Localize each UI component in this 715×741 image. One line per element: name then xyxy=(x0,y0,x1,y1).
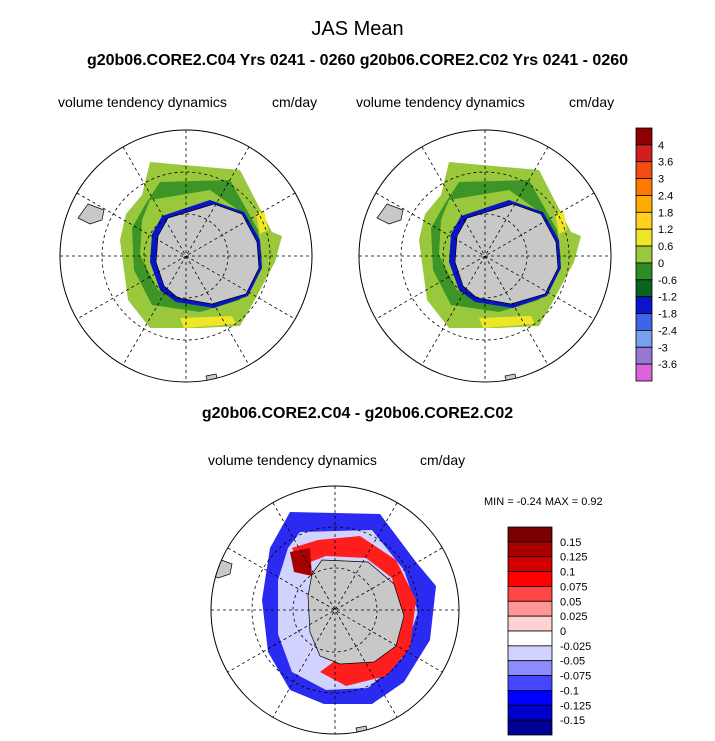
colorbar-tick-label: 0.6 xyxy=(658,241,673,253)
colorbar-tick-label: -0.05 xyxy=(560,656,585,668)
colorbar-box xyxy=(635,313,653,331)
right-map-boundary xyxy=(358,129,612,383)
colorbar-box xyxy=(635,329,653,348)
diff-panel-variable-label: volume tendency dynamics xyxy=(208,452,377,468)
difference-polar-map xyxy=(211,512,436,734)
colorbar-box xyxy=(635,296,653,314)
colorbar-tick-label: 0.1 xyxy=(560,567,575,579)
colorbar-box xyxy=(635,346,653,365)
colorbar-tick-label: -0.025 xyxy=(560,641,591,653)
top-colorbar: 4 3.6 3 2.4 1.8 1.2 0.6 0 -0.6 -1.2 -1.8 -2.4 -3 -3.6 xyxy=(635,127,677,382)
colorbar-box xyxy=(507,526,553,543)
colorbar-box xyxy=(507,600,553,617)
colorbar-box xyxy=(635,161,653,180)
colorbar-tick-label: 0.075 xyxy=(560,581,588,593)
right-map-grid xyxy=(359,130,611,382)
colorbar-tick-label: 1.2 xyxy=(658,224,673,236)
antarctica xyxy=(454,203,559,305)
colorbar-box xyxy=(507,704,553,721)
left-map-boundary xyxy=(59,129,313,383)
colorbar-tick-label: 0.15 xyxy=(560,537,581,549)
colorbar-box xyxy=(507,690,553,706)
colorbar-box xyxy=(507,571,553,587)
right-panel-units-label: cm/day xyxy=(569,94,615,110)
colorbar-tick-label: -2.4 xyxy=(658,325,677,337)
antarctica xyxy=(307,559,405,665)
colorbar-tick-label: -3 xyxy=(658,342,668,354)
colorbar-box xyxy=(507,586,553,602)
colorbar-box xyxy=(507,541,553,558)
colorbar-box xyxy=(635,195,653,213)
colorbar-box xyxy=(635,127,653,146)
colorbar-box xyxy=(635,144,653,163)
difference-colorbar: 0.15 0.125 0.1 0.075 0.05 0.025 0 -0.025 -0.05 -0… xyxy=(507,526,591,736)
south-america xyxy=(211,557,233,579)
colorbar-tick-label: -3.6 xyxy=(658,359,677,371)
south-america xyxy=(376,203,404,225)
left-polar-map xyxy=(77,162,282,382)
colorbar-box xyxy=(507,719,553,736)
colorbar-tick-label: -0.6 xyxy=(658,275,677,287)
diff-panel-units-label: cm/day xyxy=(420,452,466,468)
colorbar-box xyxy=(507,615,553,632)
figure-subtitle: g20b06.CORE2.C04 Yrs 0241 - 0260 g20b06.… xyxy=(86,52,629,69)
south-america xyxy=(77,203,105,225)
colorbar-tick-label: 0.125 xyxy=(560,552,588,564)
colorbar-tick-label: -1.2 xyxy=(658,292,677,304)
colorbar-tick-label: -1.8 xyxy=(658,309,677,321)
left-panel-units-label: cm/day xyxy=(272,94,318,110)
difference-map-boundary xyxy=(210,485,460,735)
colorbar-tick-label: -0.075 xyxy=(560,671,591,683)
diff-dark-red-spot xyxy=(290,548,312,576)
colorbar-tick-label: -0.125 xyxy=(560,700,591,712)
antarctica xyxy=(155,203,260,305)
colorbar-box xyxy=(507,645,553,662)
colorbar-box xyxy=(635,279,653,298)
colorbar-box xyxy=(635,178,653,196)
colorbar-box xyxy=(635,228,653,247)
colorbar-tick-label: 3 xyxy=(658,174,664,186)
difference-map-grid xyxy=(211,486,459,734)
colorbar-box xyxy=(635,245,653,264)
figure-title: JAS Mean xyxy=(311,18,404,40)
colorbar-box xyxy=(507,630,553,647)
right-panel-variable-label: volume tendency dynamics xyxy=(356,94,525,110)
colorbar-tick-label: 3.6 xyxy=(658,157,673,169)
difference-title: g20b06.CORE2.C04 - g20b06.CORE2.C02 xyxy=(201,405,514,422)
colorbar-box xyxy=(635,363,653,382)
colorbar-tick-label: 2.4 xyxy=(658,190,673,202)
min-max-readout: MIN = -0.24 MAX = 0.92 xyxy=(484,496,603,508)
colorbar-tick-label: -0.1 xyxy=(560,685,579,697)
colorbar-tick-label: 4 xyxy=(658,140,664,152)
left-map-grid xyxy=(60,130,312,382)
colorbar-tick-label: 0.025 xyxy=(560,611,588,623)
right-polar-map xyxy=(376,162,581,382)
colorbar-tick-label: -0.15 xyxy=(560,715,585,727)
colorbar-box xyxy=(507,660,553,676)
colorbar-box xyxy=(635,211,653,230)
colorbar-tick-label: 0.05 xyxy=(560,596,581,608)
colorbar-tick-label: 0 xyxy=(560,626,566,638)
colorbar-box xyxy=(507,675,553,691)
colorbar-tick-label: 0 xyxy=(658,258,664,270)
colorbar-box xyxy=(635,262,653,281)
left-panel-variable-label: volume tendency dynamics xyxy=(58,94,227,110)
colorbar-box xyxy=(507,556,553,572)
colorbar-tick-label: 1.8 xyxy=(658,207,673,219)
